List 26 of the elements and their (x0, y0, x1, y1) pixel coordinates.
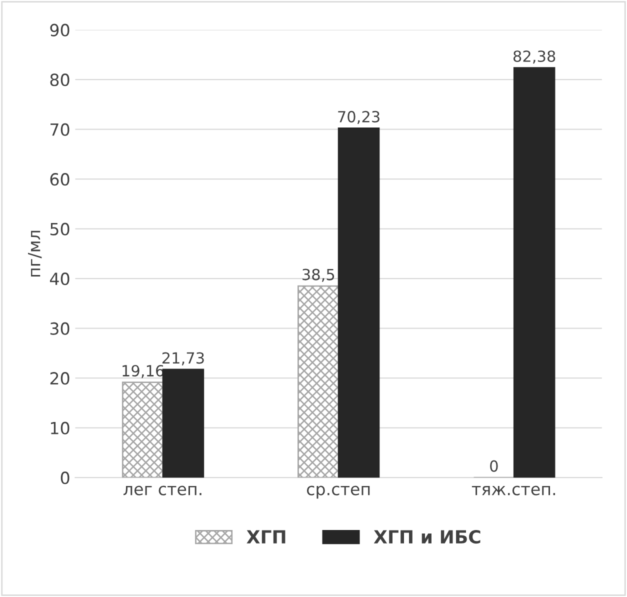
bar (338, 128, 380, 478)
y-tick-label: 60 (50, 173, 70, 186)
bar (162, 368, 204, 478)
y-tick-label: 40 (50, 272, 70, 286)
y-tick-label: 70 (50, 123, 70, 136)
y-tick-label: 30 (50, 322, 70, 335)
bar (122, 382, 164, 478)
y-tick-label: 50 (50, 222, 70, 236)
y-tick-label: 20 (50, 372, 70, 385)
y-tick-label: 80 (50, 74, 70, 86)
data-label: 21,73 (162, 352, 204, 366)
data-label: 70,23 (338, 110, 380, 124)
x-tick-label: лег степ. (124, 486, 202, 496)
data-label: 0 (490, 460, 498, 472)
y-tick-label: 0 (60, 472, 70, 484)
data-label: 82,38 (513, 50, 556, 64)
x-tick-label: тяж.степ. (472, 486, 556, 496)
legend-label: ХГП и ИБС (374, 530, 480, 544)
y-tick-label: 90 (50, 24, 70, 36)
y-axis-title: пг/мл (28, 230, 42, 276)
legend-label: ХГП (246, 530, 286, 544)
x-tick-label: ср.степ (306, 486, 370, 499)
bar (513, 67, 556, 478)
y-tick-label: 10 (51, 422, 70, 434)
bar (298, 285, 340, 478)
data-label: 38,5 (302, 268, 334, 282)
